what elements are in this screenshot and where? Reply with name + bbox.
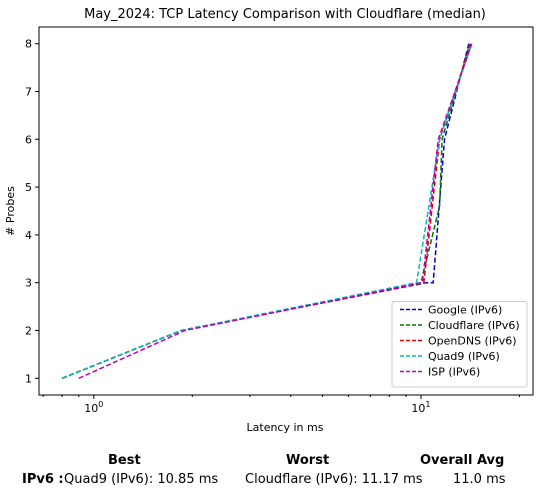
y-tick-label-8: 8 <box>25 38 32 51</box>
y-tick-label-3: 3 <box>25 277 32 290</box>
y-tick-label-6: 6 <box>25 133 32 146</box>
y-tick-label-5: 5 <box>25 181 32 194</box>
legend-label-isp-ipv6: ISP (IPv6) <box>428 366 480 379</box>
y-tick-label-7: 7 <box>25 86 32 99</box>
x-axis: 100 101 <box>42 395 520 415</box>
legend-label-cloudflare-ipv6: Cloudflare (IPv6) <box>428 319 520 332</box>
x-tick-label-1: 100 <box>84 400 103 415</box>
legend-box <box>391 301 528 388</box>
summary-avg-value: 11.0 ms <box>453 472 506 487</box>
y-axis: 1 2 3 4 5 6 7 8 <box>25 38 39 385</box>
legend-label-google-ipv6: Google (IPv6) <box>428 304 502 317</box>
series-line-isp-ipv6 <box>78 43 473 379</box>
y-axis-label: # Probes <box>4 186 17 236</box>
x-tick-label-10: 101 <box>411 400 430 415</box>
legend: Google (IPv6) Cloudflare (IPv6) OpenDNS (I… <box>391 301 528 388</box>
summary-worst-value: Cloudflare (IPv6): 11.17 ms <box>245 472 423 487</box>
x-axis-label: Latency in ms <box>247 421 324 434</box>
legend-label-quad9-ipv6: Quad9 (IPv6) <box>428 350 500 363</box>
chart: May_2024: TCP Latency Comparison with Cl… <box>4 7 534 434</box>
series-line-quad9-ipv6 <box>61 43 473 379</box>
summary-header-avg: Overall Avg <box>420 453 505 468</box>
series-layer <box>61 43 473 379</box>
summary-table: Best Worst Overall Avg IPv6 : Quad9 (IPv… <box>0 448 541 494</box>
y-tick-label-4: 4 <box>25 229 32 242</box>
y-tick-label-1: 1 <box>25 372 32 385</box>
y-tick-label-2: 2 <box>25 324 32 337</box>
summary-header-best: Best <box>108 453 141 468</box>
chart-title: May_2024: TCP Latency Comparison with Cl… <box>84 7 486 22</box>
legend-label-opendns-ipv6: OpenDNS (IPv6) <box>428 335 517 348</box>
summary-best-value: Quad9 (IPv6): 10.85 ms <box>64 472 219 487</box>
summary-header-worst: Worst <box>286 453 330 468</box>
summary-row-label: IPv6 : <box>22 472 64 487</box>
